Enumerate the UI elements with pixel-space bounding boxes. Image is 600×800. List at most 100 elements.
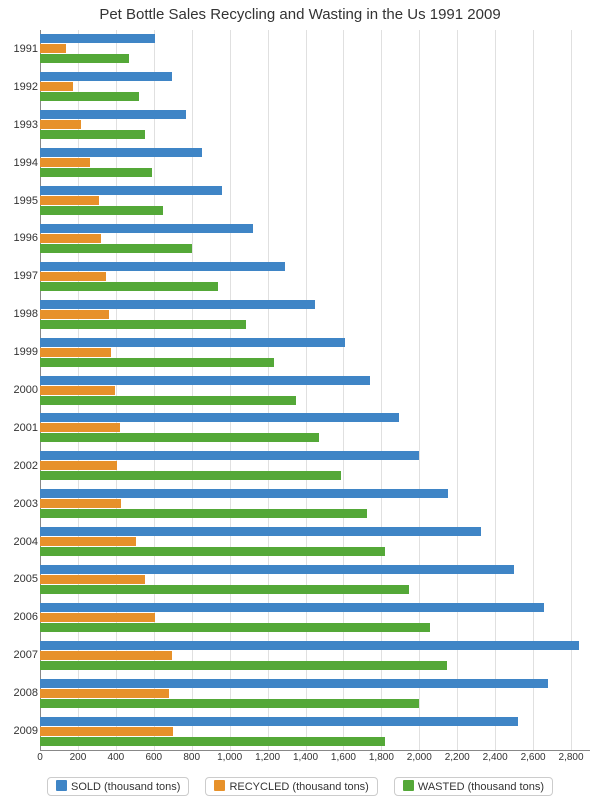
bar: [40, 224, 253, 233]
y-tick-label: 2000: [4, 384, 38, 396]
bar: [40, 575, 145, 584]
x-tick-label: 0: [37, 752, 43, 763]
bar: [40, 34, 155, 43]
bar: [40, 537, 136, 546]
chart-container: Pet Bottle Sales Recycling and Wasting i…: [0, 0, 600, 800]
y-tick-label: 1991: [4, 43, 38, 55]
y-tick-label: 2008: [4, 687, 38, 699]
legend-label: WASTED (thousand tons): [418, 781, 544, 793]
bar: [40, 234, 101, 243]
bar: [40, 338, 345, 347]
x-tick-label: 2,800: [559, 752, 584, 763]
bar: [40, 699, 419, 708]
x-tick-label: 2,600: [521, 752, 546, 763]
x-tick-label: 600: [145, 752, 162, 763]
bar: [40, 565, 514, 574]
bar: [40, 527, 481, 536]
y-tick-label: 1993: [4, 119, 38, 131]
bar: [40, 623, 430, 632]
bar: [40, 651, 172, 660]
bar: [40, 376, 370, 385]
bar: [40, 92, 139, 101]
y-tick-label: 2004: [4, 536, 38, 548]
bar: [40, 396, 296, 405]
bar: [40, 348, 111, 357]
bar: [40, 72, 172, 81]
bar: [40, 717, 518, 726]
bar: [40, 148, 202, 157]
legend-item: RECYCLED (thousand tons): [205, 777, 377, 796]
chart-title: Pet Bottle Sales Recycling and Wasting i…: [0, 0, 600, 30]
legend-swatch: [214, 780, 225, 791]
bar: [40, 499, 121, 508]
bar: [40, 433, 319, 442]
bar: [40, 358, 274, 367]
x-tick-label: 1,000: [217, 752, 242, 763]
bar: [40, 282, 218, 291]
bar: [40, 509, 367, 518]
x-tick-label: 2,400: [483, 752, 508, 763]
x-tick-label: 1,200: [255, 752, 280, 763]
x-tick-label: 800: [183, 752, 200, 763]
bar: [40, 320, 246, 329]
y-tick-label: 2003: [4, 498, 38, 510]
legend-item: WASTED (thousand tons): [394, 777, 553, 796]
legend-label: SOLD (thousand tons): [71, 781, 180, 793]
y-tick-label: 2006: [4, 611, 38, 623]
y-tick-label: 2001: [4, 422, 38, 434]
x-tick-label: 200: [70, 752, 87, 763]
bar: [40, 244, 192, 253]
bar: [40, 186, 222, 195]
bar: [40, 641, 579, 650]
legend-label: RECYCLED (thousand tons): [229, 781, 368, 793]
legend-item: SOLD (thousand tons): [47, 777, 189, 796]
y-tick-label: 1995: [4, 195, 38, 207]
bar: [40, 82, 73, 91]
y-tick-label: 1999: [4, 346, 38, 358]
bar: [40, 737, 385, 746]
x-tick-label: 2,000: [407, 752, 432, 763]
x-tick-label: 1,800: [369, 752, 394, 763]
bar: [40, 158, 90, 167]
bar: [40, 489, 448, 498]
x-tick-label: 2,200: [445, 752, 470, 763]
y-tick-label: 2005: [4, 573, 38, 585]
bar: [40, 206, 163, 215]
bar: [40, 461, 117, 470]
bar: [40, 689, 169, 698]
bar: [40, 613, 155, 622]
bar: [40, 423, 120, 432]
bar: [40, 300, 315, 309]
bar: [40, 727, 173, 736]
bar: [40, 310, 109, 319]
x-axis: [40, 750, 590, 751]
plot-area: [40, 30, 590, 750]
bar: [40, 451, 419, 460]
y-tick-label: 1996: [4, 232, 38, 244]
bar: [40, 54, 129, 63]
legend: SOLD (thousand tons) RECYCLED (thousand t…: [0, 777, 600, 796]
x-tick-label: 1,600: [331, 752, 356, 763]
bar: [40, 661, 447, 670]
x-tick-label: 1,400: [293, 752, 318, 763]
bar: [40, 262, 285, 271]
y-tick-label: 1997: [4, 270, 38, 282]
y-tick-label: 1998: [4, 308, 38, 320]
bar: [40, 44, 66, 53]
bar: [40, 413, 399, 422]
bar: [40, 130, 145, 139]
bar: [40, 471, 341, 480]
bar: [40, 386, 115, 395]
bar: [40, 679, 548, 688]
y-tick-label: 2007: [4, 649, 38, 661]
y-tick-label: 1994: [4, 157, 38, 169]
legend-swatch: [403, 780, 414, 791]
y-tick-label: 2009: [4, 725, 38, 737]
bar: [40, 603, 544, 612]
bar: [40, 110, 186, 119]
bar: [40, 272, 106, 281]
x-tick-label: 400: [108, 752, 125, 763]
bar: [40, 585, 409, 594]
legend-swatch: [56, 780, 67, 791]
bar: [40, 120, 81, 129]
